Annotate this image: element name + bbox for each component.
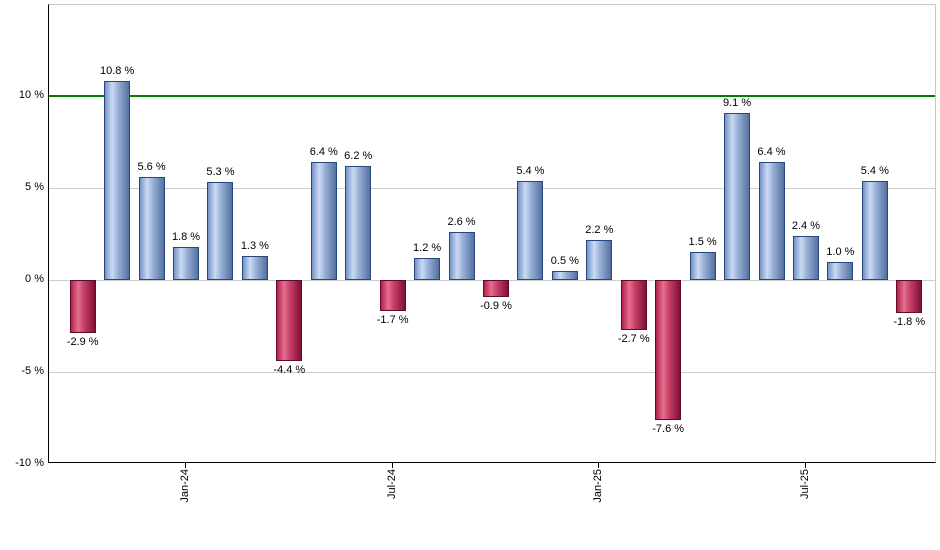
x-axis-label: Jul-25	[798, 469, 811, 499]
bar-positive-May-25	[724, 112, 751, 280]
bar-positive-Dec-23	[138, 176, 165, 280]
bar-positive-Jun-24	[345, 165, 372, 280]
bar-positive-Jul-25	[792, 235, 819, 280]
bar-value-label: 2.6 %	[447, 216, 476, 229]
bar-positive-Mar-24	[241, 256, 268, 280]
plot-area: -2.9 % 10.8 % 5.6 % 1.8 % 5.3 % 1.3 % -4.4 % 6.…	[48, 4, 936, 463]
bar-value-label: -2.7 %	[617, 332, 650, 345]
bar-value-label: 6.2 %	[344, 149, 373, 162]
bar-negative-Oct-25	[896, 280, 923, 314]
reference-line-10pct	[49, 95, 935, 97]
bar-value-label: -0.9 %	[480, 299, 512, 312]
bar-value-label: 5.6 %	[137, 160, 166, 173]
x-axis-tick	[391, 463, 393, 468]
x-axis-tick	[185, 463, 187, 468]
bar-value-label: 6.4 %	[757, 146, 786, 159]
bar-value-label: 6.4 %	[309, 146, 338, 159]
h-gridline-5	[49, 187, 935, 189]
y-axis-label: -5 %	[21, 365, 44, 377]
bar-value-label: 5.3 %	[206, 166, 235, 179]
y-axis-label: 5 %	[25, 181, 44, 193]
bar-value-label: 1.3 %	[240, 240, 269, 253]
h-gridline--5	[49, 371, 935, 373]
bar-value-label: 10.8 %	[100, 65, 135, 78]
bar-positive-Dec-24	[551, 270, 578, 280]
bar-negative-Apr-24	[276, 280, 303, 361]
bar-positive-Nov-23	[104, 81, 131, 280]
bar-value-label: -4.4 %	[273, 363, 306, 376]
bar-negative-Jul-24	[379, 280, 406, 312]
bar-positive-Sep-25	[861, 180, 888, 280]
bar-negative-Feb-25	[620, 280, 647, 330]
bar-positive-Apr-25	[689, 252, 716, 280]
bar-positive-Jan-24	[173, 246, 200, 280]
bar-positive-Aug-24	[414, 257, 441, 280]
y-axis-label: 0 %	[25, 273, 44, 285]
bar-positive-Aug-25	[827, 261, 854, 280]
bar-positive-Sep-24	[448, 232, 475, 280]
bar-negative-Oct-23	[69, 280, 96, 334]
bar-value-label: 0.5 %	[550, 254, 579, 267]
bar-value-label: 1.2 %	[413, 241, 442, 254]
bar-value-label: 1.0 %	[826, 245, 855, 258]
bar-value-label: 5.4 %	[860, 164, 889, 177]
bar-negative-Oct-24	[482, 280, 509, 297]
x-axis-tick	[598, 463, 600, 468]
bar-positive-May-24	[310, 162, 337, 280]
bar-value-label: 2.2 %	[585, 223, 614, 236]
bar-positive-Nov-24	[517, 180, 544, 280]
bar-value-label: -7.6 %	[652, 422, 685, 435]
x-axis-label: Jul-24	[385, 469, 398, 499]
bar-positive-Jun-25	[758, 162, 785, 280]
bar-value-label: 2.4 %	[791, 219, 820, 232]
x-axis-tick	[804, 463, 806, 468]
bar-value-label: 5.4 %	[516, 164, 545, 177]
bar-value-label: -2.9 %	[66, 336, 99, 349]
bar-positive-Feb-24	[207, 182, 234, 280]
bar-value-label: 9.1 %	[722, 96, 752, 109]
bar-value-label: -1.7 %	[376, 314, 409, 327]
bar-value-label: 1.5 %	[688, 236, 717, 249]
x-axis-label: Jan-25	[592, 469, 605, 503]
x-axis-label: Jan-24	[179, 469, 192, 503]
bar-positive-Jan-25	[586, 239, 613, 280]
y-axis-label: -10 %	[15, 457, 44, 469]
bar-negative-Mar-25	[655, 280, 682, 420]
bar-value-label: -1.8 %	[893, 316, 926, 329]
bar-value-label: 1.8 %	[171, 230, 201, 243]
y-axis-label: 10 %	[18, 89, 44, 101]
